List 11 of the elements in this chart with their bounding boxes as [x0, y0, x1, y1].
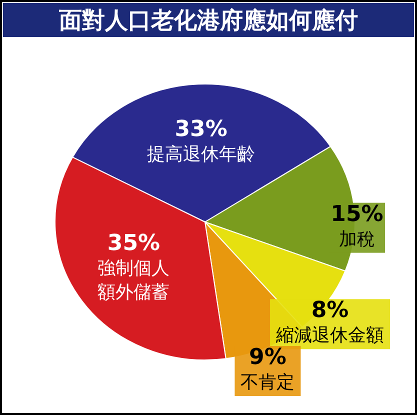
data-label: 9%	[249, 345, 286, 370]
slice-label: 強制個人額外儲蓄	[98, 258, 170, 303]
slice-label: 不肯定	[240, 372, 295, 393]
slice-label: 加稅	[339, 228, 375, 250]
data-label: 15%	[330, 202, 384, 227]
data-label: 8%	[311, 298, 349, 324]
data-label: 33%	[174, 117, 228, 142]
slice-label: 提高退休年齡	[147, 144, 256, 166]
chart-title: 面對人口老化港府應如何應付	[58, 7, 358, 34]
data-label: 35%	[107, 230, 160, 256]
slice-label: 縮減退休金額	[275, 325, 384, 346]
